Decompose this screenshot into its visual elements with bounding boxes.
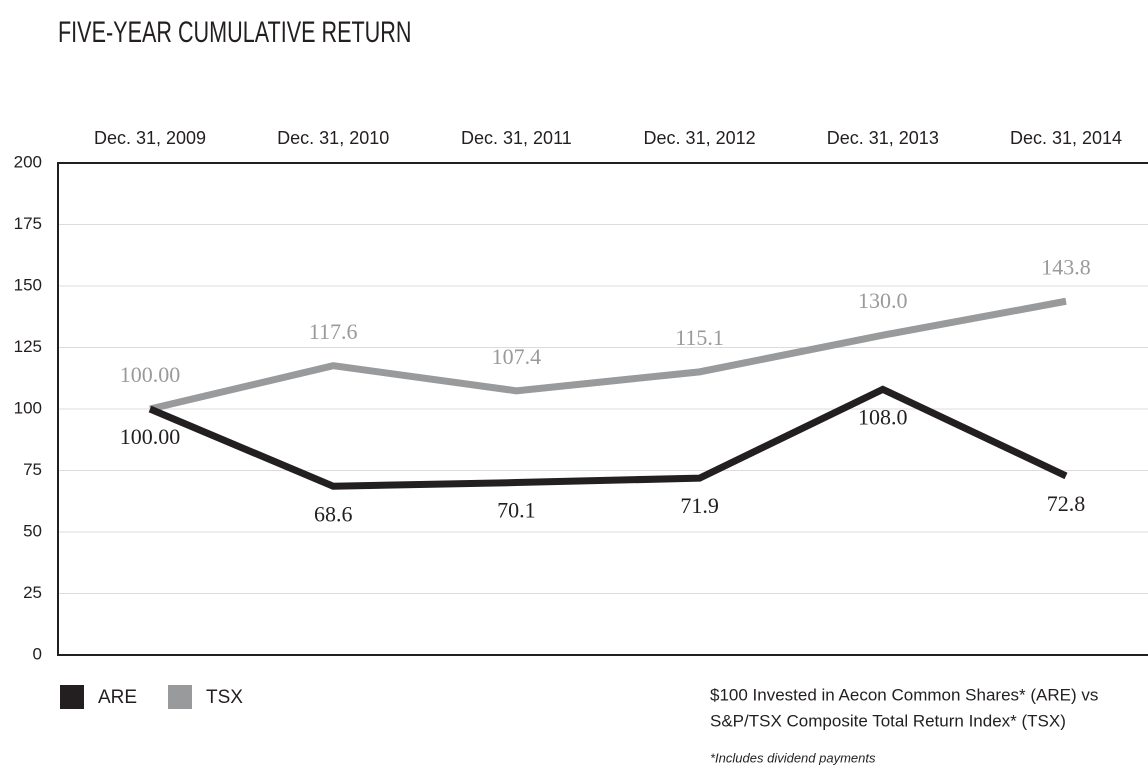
data-label: 72.8	[1047, 491, 1086, 516]
legend-swatch	[60, 685, 84, 709]
y-tick-label: 75	[23, 460, 42, 479]
plot-frame	[57, 162, 1148, 656]
legend-label: TSX	[206, 687, 243, 708]
y-tick-label: 175	[14, 214, 42, 233]
data-label: 143.8	[1041, 254, 1091, 279]
data-label: 71.9	[680, 493, 719, 518]
y-tick-label: 0	[33, 644, 42, 663]
y-tick-label: 150	[14, 275, 42, 294]
chart-title: FIVE-YEAR CUMULATIVE RETURN	[58, 14, 411, 48]
footnote: *Includes dividend payments	[710, 750, 876, 765]
x-tick-label: Dec. 31, 2012	[644, 128, 756, 148]
y-tick-label: 200	[14, 152, 42, 171]
data-label: 100.00	[120, 362, 181, 387]
data-label: 108.0	[858, 404, 908, 429]
data-label: 70.1	[497, 498, 536, 523]
x-tick-label: Dec. 31, 2009	[94, 128, 206, 148]
x-tick-label: Dec. 31, 2013	[827, 128, 939, 148]
legend-swatch	[168, 685, 192, 709]
note: $100 Invested in Aecon Common Shares* (A…	[710, 685, 1098, 704]
y-tick-label: 125	[14, 337, 42, 356]
y-tick-label: 50	[23, 521, 42, 540]
data-label: 100.00	[120, 424, 181, 449]
data-label: 68.6	[314, 501, 353, 526]
y-tick-label: 100	[14, 398, 42, 417]
line-series	[148, 385, 1068, 490]
x-tick-label: Dec. 31, 2010	[277, 128, 389, 148]
line-series	[149, 297, 1067, 413]
y-tick-label: 25	[23, 583, 42, 602]
legend-label: ARE	[98, 687, 137, 708]
x-tick-label: Dec. 31, 2014	[1010, 128, 1122, 148]
note: S&P/TSX Composite Total Return Index* (T…	[710, 711, 1066, 730]
data-label: 115.1	[675, 325, 724, 350]
data-label: 130.0	[858, 288, 908, 313]
x-tick-label: Dec. 31, 2011	[461, 128, 572, 148]
data-label: 107.4	[492, 344, 542, 369]
data-label: 117.6	[309, 319, 358, 344]
